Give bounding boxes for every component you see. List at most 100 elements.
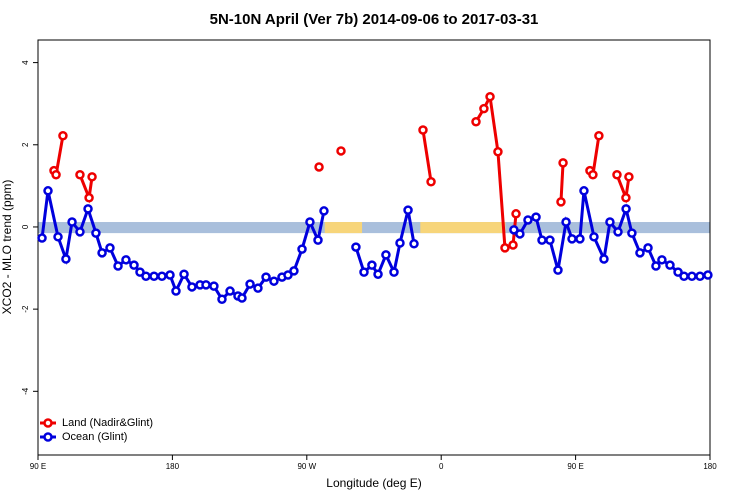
y-tick-label: -4 bbox=[21, 387, 30, 395]
data-point bbox=[359, 267, 369, 277]
data-point bbox=[612, 170, 622, 180]
data-point bbox=[51, 170, 61, 180]
data-point bbox=[657, 255, 667, 265]
data-point bbox=[253, 283, 263, 293]
data-point bbox=[105, 243, 115, 253]
legend-marker bbox=[43, 432, 53, 442]
data-point bbox=[635, 248, 645, 258]
data-point bbox=[381, 250, 391, 260]
data-point bbox=[509, 225, 519, 235]
data-point bbox=[187, 282, 197, 292]
data-point bbox=[201, 280, 211, 290]
data-point bbox=[84, 193, 94, 203]
data-point bbox=[171, 286, 181, 296]
data-point bbox=[373, 269, 383, 279]
data-point bbox=[61, 254, 71, 264]
data-point bbox=[523, 215, 533, 225]
data-point bbox=[515, 229, 525, 239]
data-point bbox=[209, 281, 219, 291]
data-point bbox=[599, 254, 609, 264]
data-point bbox=[567, 234, 577, 244]
data-point bbox=[621, 193, 631, 203]
data-point bbox=[556, 197, 566, 207]
x-axis-label: Longitude (deg E) bbox=[326, 476, 421, 490]
data-point bbox=[605, 217, 615, 227]
data-point bbox=[588, 170, 598, 180]
data-point bbox=[665, 260, 675, 270]
data-point bbox=[627, 228, 637, 238]
data-point bbox=[594, 130, 604, 141]
data-point bbox=[579, 186, 589, 196]
data-point bbox=[58, 130, 68, 141]
data-point bbox=[305, 217, 315, 227]
x-tick-label: 180 bbox=[166, 462, 180, 471]
data-point bbox=[121, 255, 131, 265]
data-point bbox=[149, 271, 159, 282]
y-tick-label: -2 bbox=[21, 305, 30, 313]
data-point bbox=[179, 269, 189, 279]
data-point bbox=[217, 294, 227, 305]
data-point bbox=[91, 228, 101, 238]
data-point bbox=[135, 267, 145, 277]
data-point bbox=[621, 204, 631, 214]
data-point bbox=[297, 244, 307, 254]
data-point bbox=[225, 286, 235, 296]
data-point bbox=[703, 270, 713, 280]
data-point bbox=[43, 186, 53, 196]
data-point bbox=[537, 235, 547, 245]
x-tick-label: 180 bbox=[703, 462, 717, 471]
data-point bbox=[75, 227, 85, 237]
data-point bbox=[37, 233, 47, 243]
data-point bbox=[695, 271, 705, 282]
data-point bbox=[471, 117, 481, 127]
data-point bbox=[289, 266, 299, 276]
data-point bbox=[237, 293, 247, 303]
data-point bbox=[314, 162, 324, 172]
data-point bbox=[545, 235, 555, 245]
data-point bbox=[395, 238, 405, 248]
data-point bbox=[493, 147, 503, 157]
data-point bbox=[351, 242, 361, 252]
y-tick-label: 0 bbox=[21, 224, 30, 229]
data-point bbox=[511, 209, 521, 219]
data-point bbox=[613, 227, 623, 237]
data-point bbox=[97, 248, 107, 258]
data-point bbox=[367, 260, 377, 270]
data-point bbox=[336, 146, 346, 156]
series bbox=[49, 91, 634, 253]
data-point bbox=[283, 270, 293, 280]
data-point bbox=[67, 217, 77, 227]
data-point bbox=[553, 265, 563, 275]
data-point bbox=[673, 267, 683, 277]
chart-title: 5N-10N April (Ver 7b) 2014-09-06 to 2017… bbox=[210, 11, 539, 28]
data-point bbox=[269, 276, 279, 286]
data-point bbox=[319, 206, 329, 216]
y-tick-label: 4 bbox=[21, 60, 30, 65]
series-line bbox=[40, 190, 709, 302]
data-point bbox=[575, 234, 585, 244]
data-point bbox=[313, 235, 323, 245]
legend-label: Land (Nadir&Glint) bbox=[62, 417, 153, 429]
data-point bbox=[561, 217, 571, 227]
data-point bbox=[687, 271, 697, 282]
data-point bbox=[83, 204, 93, 214]
data-point bbox=[53, 232, 63, 242]
data-point bbox=[409, 239, 419, 249]
legend-label: Ocean (Glint) bbox=[62, 431, 127, 443]
data-point bbox=[165, 270, 175, 280]
data-point bbox=[558, 158, 568, 168]
plot-frame bbox=[37, 39, 711, 456]
reference-band bbox=[38, 222, 710, 234]
data-point bbox=[508, 240, 518, 250]
data-point bbox=[500, 243, 510, 253]
data-point bbox=[75, 170, 85, 180]
y-tick-label: 2 bbox=[21, 142, 30, 147]
data-point bbox=[531, 212, 541, 222]
data-point bbox=[245, 279, 255, 289]
data-point bbox=[651, 261, 661, 271]
highlight-span bbox=[324, 222, 363, 234]
data-point bbox=[403, 205, 413, 215]
series bbox=[37, 186, 713, 305]
data-point bbox=[643, 243, 653, 253]
